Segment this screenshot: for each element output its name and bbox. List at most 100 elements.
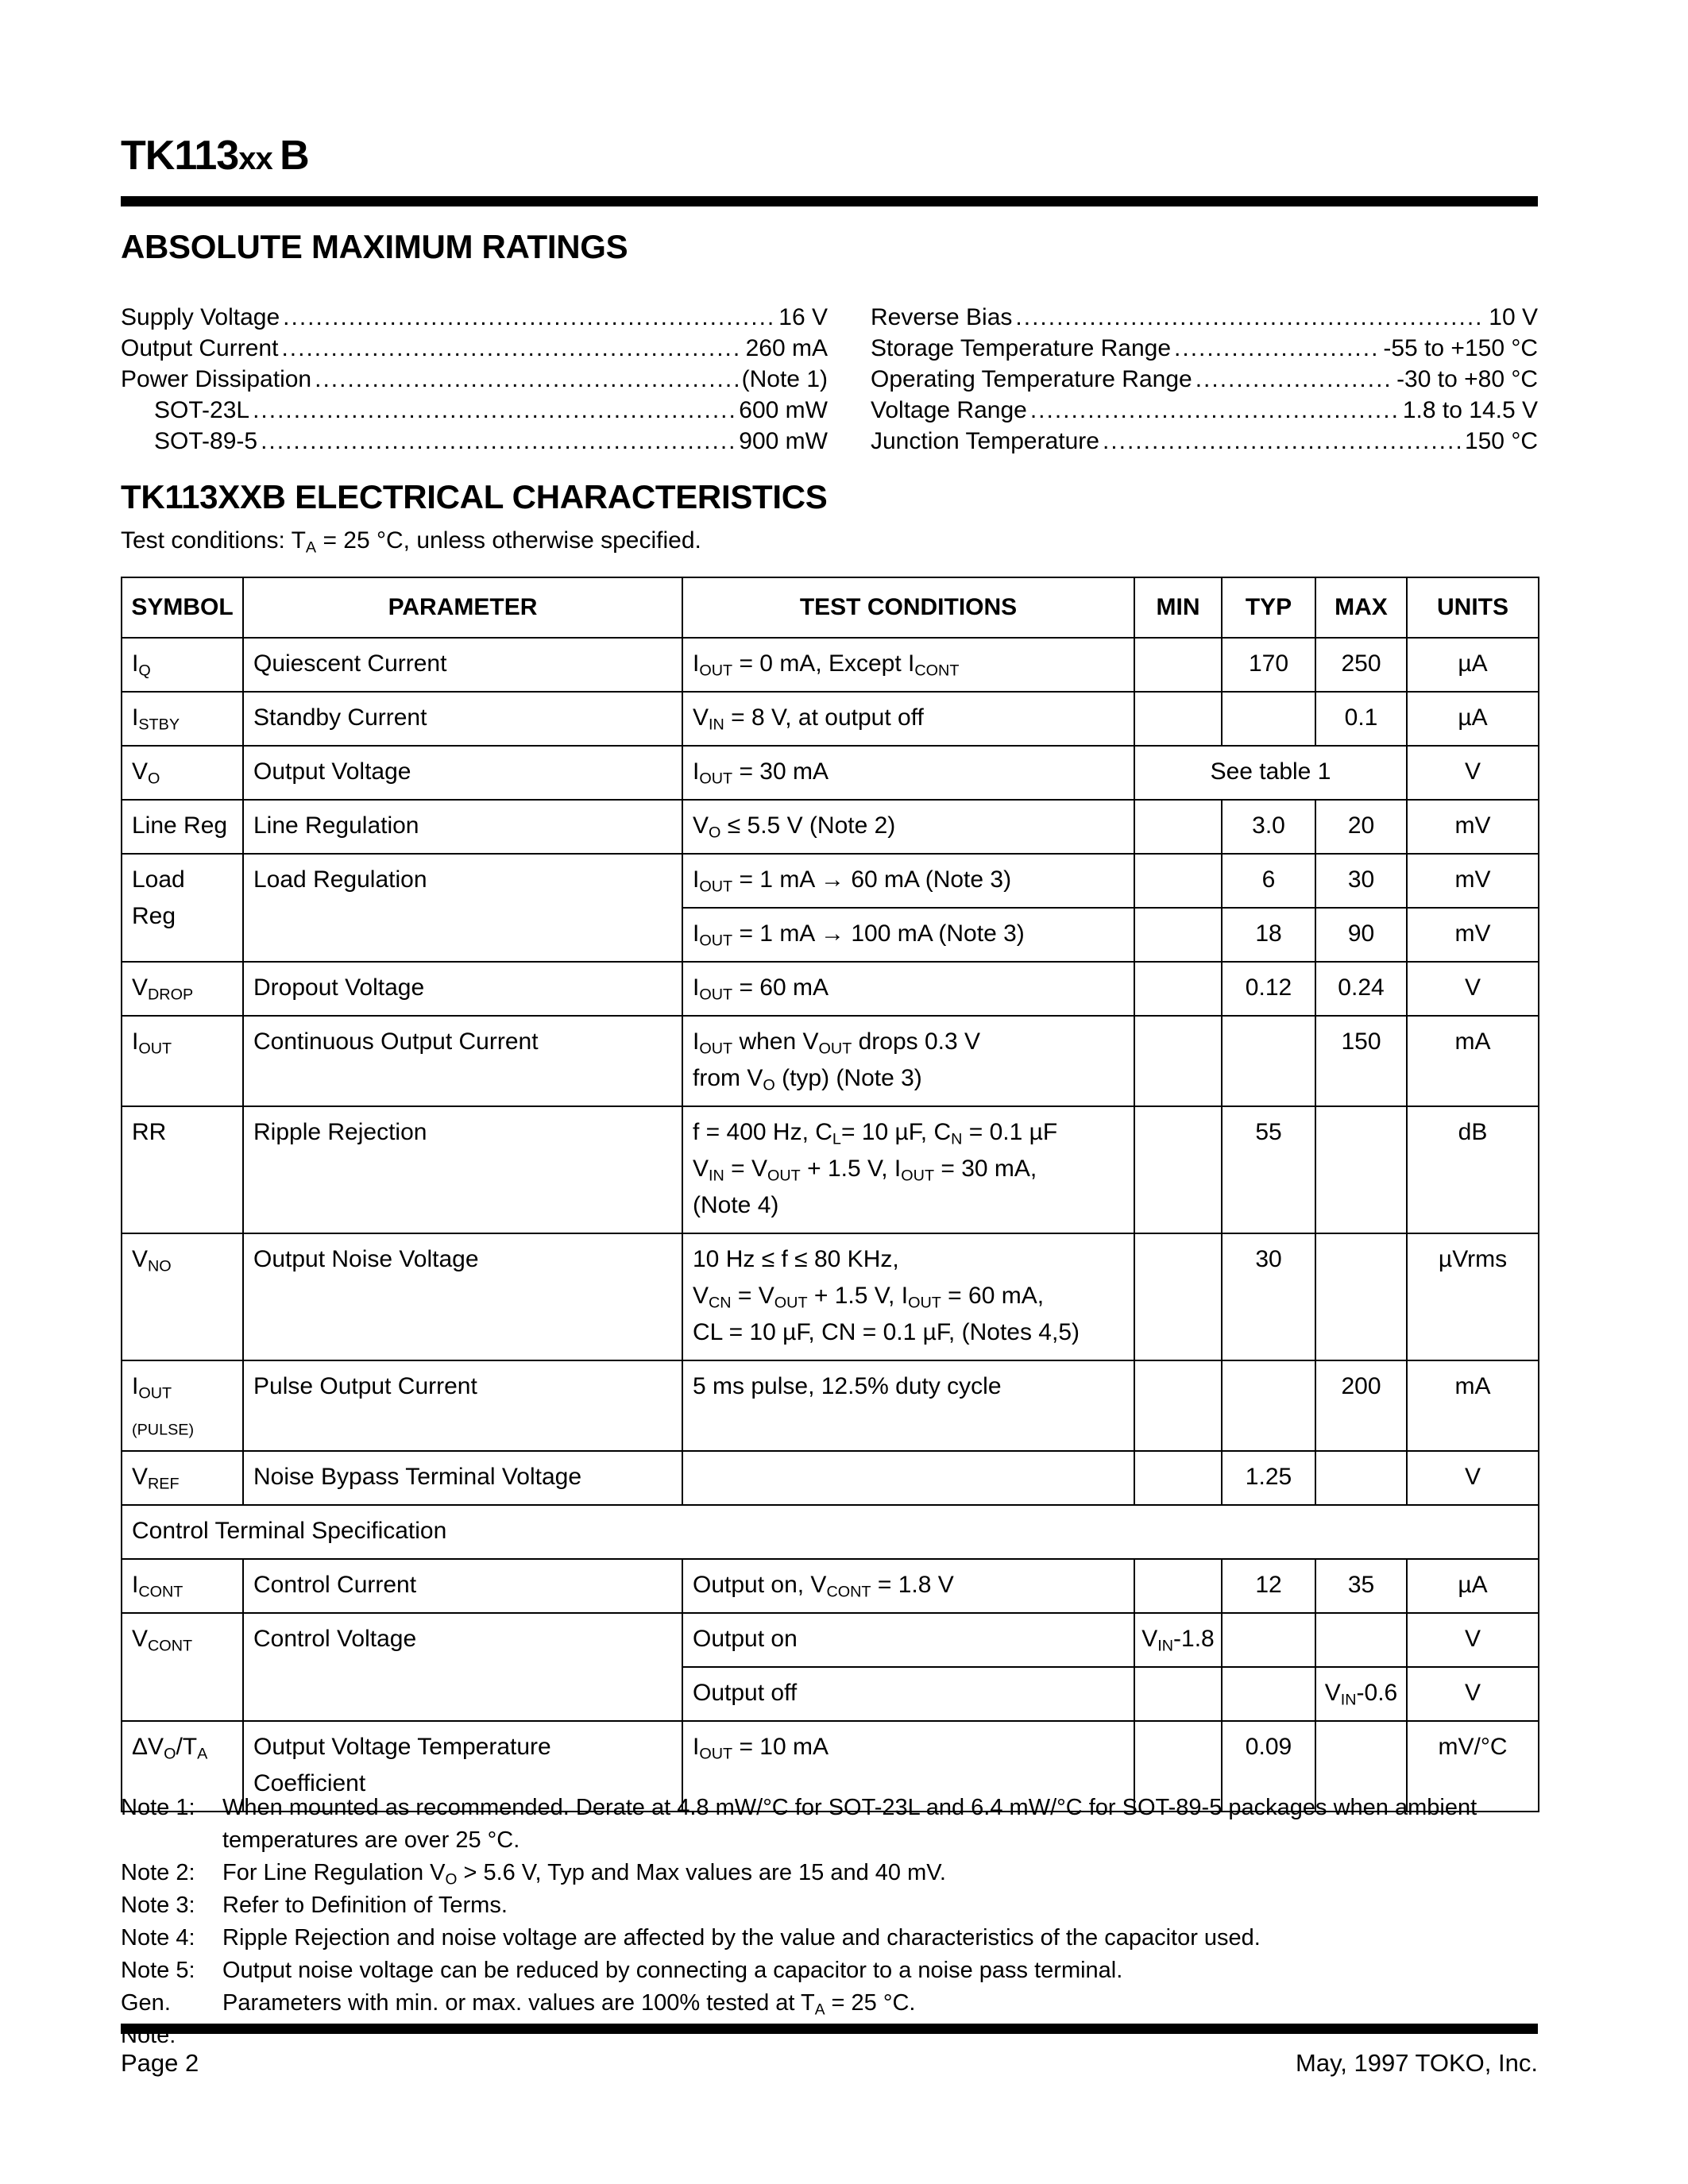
cell-span-note: See table 1 — [1134, 745, 1408, 801]
cell-units: V — [1406, 961, 1539, 1017]
test-conditions-prefix: Test conditions: T — [121, 527, 306, 554]
rating-value: 600 mW — [739, 397, 828, 423]
rating-row: Junction Temperature....................… — [871, 426, 1538, 457]
cell-test-conditions: IOUT = 0 mA, Except ICONT — [682, 637, 1135, 693]
cell-typ: 0.09 — [1221, 1720, 1316, 1812]
table-section-row: Control Terminal Specification — [121, 1504, 1539, 1560]
cell-min — [1134, 1015, 1223, 1107]
dot-leader: ........................................… — [253, 397, 736, 423]
footer-page-number: Page 2 — [121, 2049, 199, 2077]
cell-min — [1134, 799, 1223, 855]
note-line: Gen. Note: Parameters with min. or max. v… — [121, 1987, 1543, 2052]
test-conditions-suffix: = 25 °C, unless otherwise specified. — [316, 527, 701, 554]
cell-parameter: Control Current — [242, 1558, 683, 1614]
cell-parameter: Continuous Output Current — [242, 1015, 683, 1107]
rating-row: SOT-89-5................................… — [121, 426, 828, 457]
rating-label: Operating Temperature Range — [871, 366, 1192, 392]
note-continuation: temperatures are over 25 °C. — [222, 1827, 520, 1853]
dot-leader: ........................................… — [281, 335, 742, 361]
cell-parameter: Output Noise Voltage — [242, 1233, 683, 1361]
table-row: IOUT = 1 mA → 100 mA (Note 3) 18 90 mV — [122, 907, 1539, 963]
dot-leader: ........................................… — [1102, 428, 1462, 454]
note-tag: Note 3: — [121, 1893, 195, 1918]
electrical-characteristics-heading: TK113XXB ELECTRICAL CHARACTERISTICS — [121, 478, 828, 515]
dot-leader: ........................................… — [1195, 366, 1393, 392]
rating-label: Power Dissipation — [121, 366, 312, 392]
cell-symbol: RR — [121, 1106, 244, 1234]
cell-symbol: Line Reg — [121, 799, 244, 855]
rating-value: 10 V — [1489, 304, 1538, 330]
cell-min: VIN-1.8 — [1134, 1612, 1223, 1668]
cell-max — [1315, 1233, 1408, 1361]
rating-value: 1.8 to 14.5 V — [1402, 397, 1538, 423]
cell-parameter: Output Voltage — [242, 745, 683, 801]
dot-leader: ........................................… — [283, 304, 776, 330]
note-line: Note 3: Refer to Definition of Terms. — [121, 1889, 1543, 1922]
cell-min — [1134, 1360, 1223, 1452]
note-body: Ripple Rejection and noise voltage are a… — [222, 1925, 1261, 1951]
note-body: Parameters with min. or max. values are … — [222, 1990, 916, 2019]
note-line: Note 2: For Line Regulation VO > 5.6 V, T… — [121, 1857, 1543, 1889]
cell-test-conditions: 5 ms pulse, 12.5% duty cycle — [682, 1360, 1135, 1452]
cell-units: mV — [1406, 853, 1539, 909]
cell-min — [1134, 1720, 1223, 1812]
cell-symbol: ICONT — [121, 1558, 244, 1614]
column-header-min: MIN — [1134, 577, 1223, 639]
cell-units: mA — [1406, 1015, 1539, 1107]
table-row: RR Ripple Rejection f = 400 Hz, CL= 10 µF,… — [121, 1106, 1539, 1234]
cell-symbol: IOUT — [121, 1015, 244, 1107]
rating-label: Voltage Range — [871, 397, 1027, 423]
cell-parameter: Dropout Voltage — [242, 961, 683, 1017]
test-conditions-line: Test conditions: TA = 25 °C, unless othe… — [121, 527, 701, 556]
cell-symbol: Load Reg — [121, 853, 244, 963]
cell-units: V — [1406, 1450, 1539, 1506]
rating-label: Supply Voltage — [121, 304, 280, 330]
cell-min — [1134, 1666, 1223, 1722]
rating-row: SOT-23L.................................… — [121, 395, 828, 426]
note-body: Refer to Definition of Terms. — [222, 1893, 508, 1918]
cell-min — [1134, 1558, 1223, 1614]
cell-test-conditions: IOUT = 1 mA → 60 mA (Note 3) — [682, 853, 1135, 909]
cell-max: 90 — [1315, 907, 1408, 963]
rating-row: Output Current..........................… — [121, 333, 828, 364]
cell-typ: 1.25 — [1221, 1450, 1316, 1506]
cell-max: 250 — [1315, 637, 1408, 693]
note-line: Note 1: When mounted as recommended. Dera… — [121, 1792, 1543, 1824]
cell-max — [1315, 1450, 1408, 1506]
cell-test-conditions: f = 400 Hz, CL= 10 µF, CN = 0.1 µF VIN = … — [682, 1106, 1135, 1234]
cell-symbol: VCONT — [121, 1612, 244, 1722]
cell-max: 200 — [1315, 1360, 1408, 1452]
cell-symbol: IOUT (PULSE) — [121, 1360, 244, 1452]
footer-copyright: May, 1997 TOKO, Inc. — [1296, 2049, 1538, 2077]
dot-leader: ........................................… — [1029, 397, 1400, 423]
cell-units: µVrms — [1406, 1233, 1539, 1361]
column-header-typ: TYP — [1221, 577, 1316, 639]
dot-leader: ........................................… — [1015, 304, 1485, 330]
cell-typ: 0.12 — [1221, 961, 1316, 1017]
note-body: For Line Regulation VO > 5.6 V, Typ and … — [222, 1860, 946, 1889]
part-number-main: TK113 — [121, 133, 239, 179]
cell-symbol: ISTBY — [121, 691, 244, 747]
table-row: ICONT Control Current Output on, VCONT = 1… — [121, 1558, 1539, 1614]
cell-test-conditions: Output off — [682, 1666, 1135, 1722]
header-rule — [121, 196, 1538, 206]
rating-value: 900 mW — [739, 428, 828, 454]
cell-min — [1134, 691, 1223, 747]
note-tag: Note 5: — [121, 1958, 195, 1983]
note-line: Note 4: Ripple Rejection and noise voltag… — [121, 1922, 1543, 1954]
absolute-maximum-ratings-heading: ABSOLUTE MAXIMUM RATINGS — [121, 228, 628, 265]
cell-typ — [1221, 1360, 1316, 1452]
rating-label: SOT-89-5 — [154, 428, 258, 454]
cell-typ: 55 — [1221, 1106, 1316, 1234]
table-row: Line Reg Line Regulation VO ≤ 5.5 V (Note … — [121, 799, 1539, 855]
table-header-row: SYMBOL PARAMETER TEST CONDITIONS MIN TYP… — [121, 577, 1539, 639]
rating-label: Junction Temperature — [871, 428, 1099, 454]
cell-max: VIN-0.6 — [1315, 1666, 1408, 1722]
rating-row: Supply Voltage..........................… — [121, 302, 828, 333]
table-row: VCONT Control Voltage Output on VIN-1.8 V — [121, 1612, 1539, 1722]
cell-parameter: Output Voltage Temperature Coefficient — [242, 1720, 683, 1812]
rating-row: Reverse Bias............................… — [871, 302, 1538, 333]
note-tag: Note 1: — [121, 1795, 195, 1820]
cell-symbol: ΔVO/TA — [121, 1720, 244, 1812]
